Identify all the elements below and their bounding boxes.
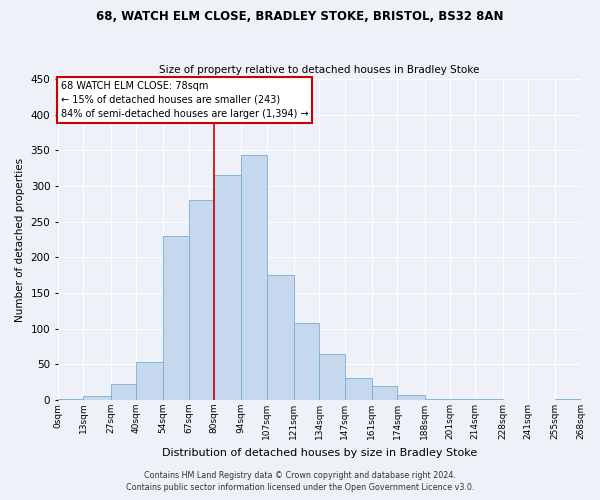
Bar [294, 323, 319, 400]
Text: Contains HM Land Registry data © Crown copyright and database right 2024.
Contai: Contains HM Land Registry data © Crown c… [126, 471, 474, 492]
Bar [344, 378, 372, 400]
Bar [83, 396, 110, 400]
Y-axis label: Number of detached properties: Number of detached properties [15, 158, 25, 322]
Bar [241, 156, 266, 400]
Bar [397, 395, 425, 400]
Text: 68 WATCH ELM CLOSE: 78sqm
← 15% of detached houses are smaller (243)
84% of semi: 68 WATCH ELM CLOSE: 78sqm ← 15% of detac… [61, 80, 308, 118]
Text: 68, WATCH ELM CLOSE, BRADLEY STOKE, BRISTOL, BS32 8AN: 68, WATCH ELM CLOSE, BRADLEY STOKE, BRIS… [96, 10, 504, 23]
X-axis label: Distribution of detached houses by size in Bradley Stoke: Distribution of detached houses by size … [161, 448, 477, 458]
Bar [319, 354, 344, 400]
Bar [425, 398, 450, 400]
Bar [188, 200, 214, 400]
Title: Size of property relative to detached houses in Bradley Stoke: Size of property relative to detached ho… [159, 66, 479, 76]
Bar [110, 384, 136, 400]
Bar [214, 174, 241, 400]
Bar [163, 236, 188, 400]
Bar [266, 275, 294, 400]
Bar [555, 398, 581, 400]
Bar [372, 386, 397, 400]
Bar [136, 362, 163, 400]
Bar [58, 398, 83, 400]
